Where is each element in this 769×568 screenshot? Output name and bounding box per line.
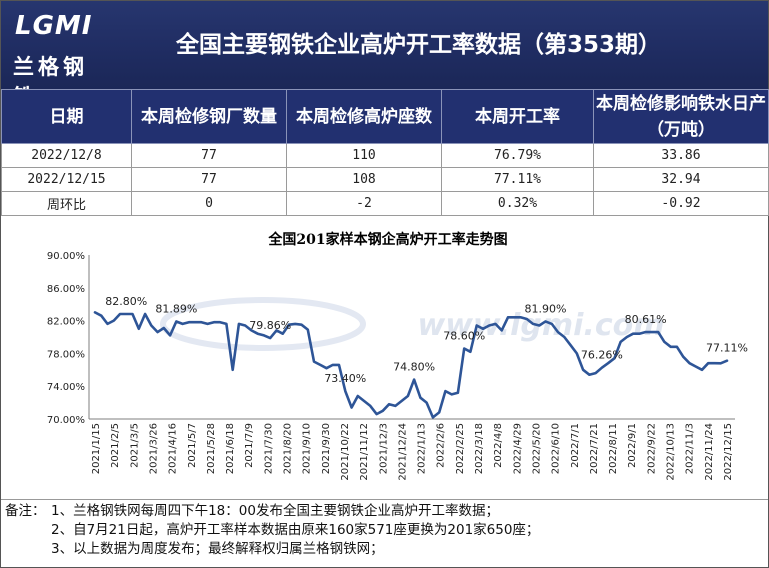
data-label: 77.11% (706, 342, 748, 355)
cell-mills: 77 (131, 167, 287, 192)
x-tick-label: 2022/9/22 (646, 423, 657, 474)
table-row: 2022/12/8 77 110 76.79% 33.86 (1, 143, 769, 168)
x-tick-label: 2021/4/16 (168, 423, 179, 474)
x-tick-label: 2021/3/5 (129, 423, 140, 468)
x-tick-label: 2022/4/29 (512, 423, 523, 474)
x-tick-label: 2022/12/15 (723, 423, 734, 481)
data-label: 78.60% (443, 329, 485, 342)
footnote-line: 3、以上数据为周度发布；最终解释权归属兰格钢铁网； (1, 540, 768, 559)
y-tick-label: 90.00% (47, 251, 85, 262)
x-tick-label: 2021/7/30 (263, 423, 274, 474)
cell-furnaces-change: -2 (286, 191, 442, 216)
cell-date: 2022/12/15 (1, 167, 132, 192)
footnote-text: 1、兰格钢铁网每周四下午18：00发布全国主要钢铁企业高炉开工率数据； (51, 503, 499, 519)
x-tick-label: 2021/7/9 (244, 423, 255, 468)
x-tick-label: 2021/5/28 (206, 423, 217, 474)
header-mills-under-maintenance: 本周检修钢厂数量 (131, 89, 287, 144)
footnote-line: 2、自7月21日起，高炉开工率样本数据由原来160家571座更换为201家650… (1, 521, 768, 540)
cell-change-label: 周环比 (1, 191, 132, 216)
footnote-line: 备注： 1、兰格钢铁网每周四下午18：00发布全国主要钢铁企业高炉开工率数据； (1, 502, 768, 521)
y-tick-label: 82.00% (47, 317, 85, 328)
x-tick-label: 2022/11/3 (685, 423, 696, 474)
table-header-row: 日期 本周检修钢厂数量 本周检修高炉座数 本周开工率 本周检修影响铁水日产（万吨… (1, 89, 769, 144)
utilization-chart-svg: 全国201家样本钢企高炉开工率走势图 www.lgmi.com 70.00% 74… (47, 231, 748, 481)
watermark: www.lgmi.com (160, 297, 664, 351)
data-label: 82.80% (105, 295, 147, 308)
x-tick-label: 2022/9/1 (627, 423, 638, 468)
x-tick-labels: 2021/1/15 2021/2/5 2021/3/5 2021/3/26 2021/4… (91, 423, 734, 481)
utilization-table: 日期 本周检修钢厂数量 本周检修高炉座数 本周开工率 本周检修影响铁水日产（万吨… (1, 89, 769, 216)
header-utilization-rate: 本周开工率 (441, 89, 594, 144)
header-hot-metal-impact: 本周检修影响铁水日产（万吨） (593, 89, 769, 144)
x-tick-label: 2022/2/25 (455, 423, 466, 474)
footnote-prefix: 备注： (5, 503, 46, 519)
logo-wordmark: LGMI (15, 11, 93, 41)
x-tick-label: 2021/8/20 (283, 423, 294, 474)
x-tick-label: 2021/2/5 (110, 423, 121, 468)
data-label: 79.86% (249, 319, 291, 332)
cell-furnaces: 108 (286, 167, 442, 192)
footnotes: 备注： 1、兰格钢铁网每周四下午18：00发布全国主要钢铁企业高炉开工率数据； 2… (1, 499, 768, 567)
data-label: 76.26% (581, 349, 623, 362)
x-tick-label: 2021/11/12 (359, 423, 370, 481)
lgmi-logo: LGMI 兰格钢铁 (9, 9, 101, 109)
cell-rate-change: 0.32% (441, 191, 594, 216)
x-tick-label: 2022/11/24 (704, 423, 715, 481)
header-date: 日期 (1, 89, 132, 144)
x-tick-label: 2022/1/13 (417, 423, 428, 474)
y-tick-label: 86.00% (47, 284, 85, 295)
x-tick-label: 2022/4/8 (493, 423, 504, 468)
utilization-series-line (93, 311, 729, 419)
chart-title: 全国201家样本钢企高炉开工率走势图 (267, 231, 507, 248)
table-row: 2022/12/15 77 108 77.11% 32.94 (1, 167, 769, 192)
cell-impact: 33.86 (593, 143, 769, 168)
x-tick-label: 2022/2/6 (436, 423, 447, 468)
x-tick-label: 2021/12/24 (397, 423, 408, 481)
watermark-logo-ring (160, 297, 366, 351)
cell-mills: 77 (131, 143, 287, 168)
x-tick-label: 2022/10/13 (666, 423, 677, 481)
y-tick-labels: 70.00% 74.00% 78.00% 82.00% 86.00% 90.00% (47, 251, 85, 426)
data-labels: 82.80% 81.89% 79.86% 73.40% 74.80% 78.60% 81.9… (105, 295, 748, 385)
x-tick-label: 2022/3/18 (474, 423, 485, 474)
page-title: 全国主要钢铁企业高炉开工率数据（第353期） (176, 32, 662, 58)
cell-rate: 76.79% (441, 143, 594, 168)
data-label: 81.90% (525, 302, 567, 315)
header-furnaces-under-maintenance: 本周检修高炉座数 (286, 89, 442, 144)
x-tick-label: 2021/9/10 (302, 423, 313, 474)
x-tick-label: 2022/8/11 (608, 423, 619, 474)
cell-date: 2022/12/8 (1, 143, 132, 168)
data-label: 80.61% (625, 313, 667, 326)
table-row-week-change: 周环比 0 -2 0.32% -0.92 (1, 191, 769, 216)
data-label: 81.89% (155, 303, 197, 316)
x-tick-label: 2021/6/18 (225, 423, 236, 474)
cell-impact: 32.94 (593, 167, 769, 192)
y-tick-label: 70.00% (47, 415, 85, 426)
y-tick-label: 74.00% (47, 382, 85, 393)
y-tick-label: 78.00% (47, 349, 85, 360)
utilization-chart: 全国201家样本钢企高炉开工率走势图 www.lgmi.com 70.00% 74… (1, 227, 768, 499)
x-tick-label: 2021/1/15 (91, 423, 102, 474)
x-tick-label: 2022/5/20 (531, 423, 542, 474)
x-tick-label: 2021/9/30 (321, 423, 332, 474)
x-tick-label: 2022/6/10 (551, 423, 562, 474)
cell-furnaces: 110 (286, 143, 442, 168)
cell-mills-change: 0 (131, 191, 287, 216)
cell-rate: 77.11% (441, 167, 594, 192)
cell-impact-change: -0.92 (593, 191, 769, 216)
x-tick-label: 2021/10/22 (340, 423, 351, 481)
footnote-text: 2、自7月21日起，高炉开工率样本数据由原来160家571座更换为201家650… (51, 522, 540, 538)
x-tick-label: 2021/12/3 (378, 423, 389, 474)
x-tick-label: 2021/5/7 (187, 423, 198, 468)
data-label: 74.80% (393, 361, 435, 374)
x-tick-label: 2021/3/26 (148, 423, 159, 474)
x-tick-label: 2022/7/21 (589, 423, 600, 474)
x-tick-label: 2022/7/1 (570, 423, 581, 468)
footnote-text: 3、以上数据为周度发布；最终解释权归属兰格钢铁网； (51, 541, 384, 557)
title-banner: LGMI 兰格钢铁 全国主要钢铁企业高炉开工率数据（第353期） (1, 1, 768, 109)
data-label: 73.40% (324, 372, 366, 385)
